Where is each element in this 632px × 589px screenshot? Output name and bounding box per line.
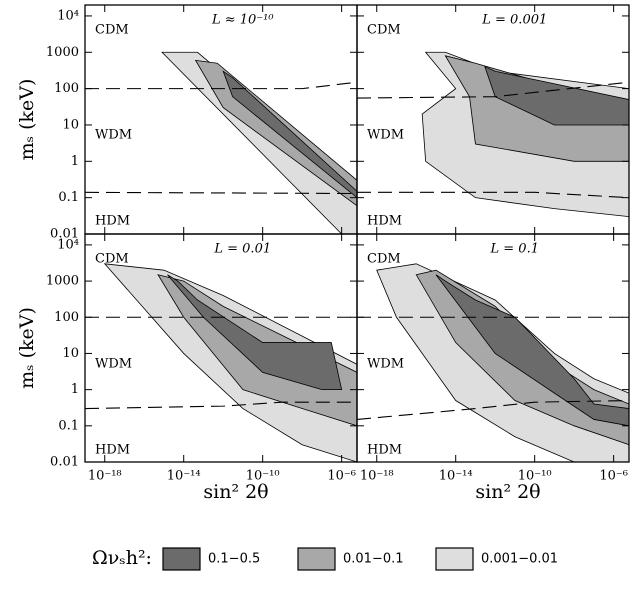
panel-title: L ≈ 10⁻¹⁰ bbox=[211, 13, 274, 28]
panel-frame bbox=[356, 233, 630, 463]
y-tick-label: 1000 bbox=[46, 274, 79, 289]
y-tick-label: 0.1 bbox=[58, 418, 79, 433]
y-tick-label: 0.1 bbox=[58, 190, 79, 205]
x-tick-label: 10⁻¹⁰ bbox=[518, 469, 552, 484]
regime-label: CDM bbox=[95, 23, 129, 38]
regime-label: CDM bbox=[367, 252, 401, 267]
region bbox=[161, 51, 357, 234]
y-tick-label: 10 bbox=[62, 117, 79, 132]
dashed-line bbox=[357, 81, 629, 99]
legend-title: Ωνₛh²: bbox=[92, 547, 152, 569]
y-tick-label: 1 bbox=[71, 154, 79, 169]
regime-label: WDM bbox=[95, 128, 132, 143]
x-tick-label: 10⁻¹⁰ bbox=[246, 469, 280, 484]
x-tick-label: 10⁻¹⁴ bbox=[439, 469, 473, 484]
region bbox=[194, 59, 357, 207]
panel bbox=[85, 51, 357, 234]
regime-label: WDM bbox=[95, 357, 132, 372]
y-axis-label: mₛ (keV) bbox=[16, 79, 38, 161]
x-axis-label: sin² 2θ bbox=[203, 481, 268, 503]
x-axis-label: sin² 2θ bbox=[475, 481, 540, 503]
legend-swatch bbox=[162, 547, 201, 571]
panel bbox=[357, 263, 629, 462]
dashed-line bbox=[357, 399, 629, 420]
panel-title: L = 0.001 bbox=[481, 13, 547, 28]
y-axis-label: mₛ (keV) bbox=[16, 307, 38, 389]
region bbox=[222, 70, 357, 199]
panel-title: L = 0.1 bbox=[490, 242, 539, 257]
regime-label: CDM bbox=[95, 252, 129, 267]
legend-swatch bbox=[435, 547, 474, 571]
regime-label: HDM bbox=[367, 443, 402, 458]
regime-label: HDM bbox=[95, 443, 130, 458]
x-tick-label: 10⁻¹⁸ bbox=[88, 469, 122, 484]
y-tick-label: 100 bbox=[54, 81, 79, 96]
y-tick-label: 10⁴ bbox=[57, 237, 79, 252]
regime-label: HDM bbox=[95, 214, 130, 229]
y-tick-label: 10⁴ bbox=[57, 8, 79, 23]
regime-label: CDM bbox=[367, 23, 401, 38]
x-tick-label: 10⁻¹⁸ bbox=[360, 469, 394, 484]
panel bbox=[357, 51, 629, 218]
x-tick-label: 10⁻¹⁴ bbox=[167, 469, 201, 484]
dashed-line bbox=[85, 191, 357, 195]
legend-label: 0.01−0.1 bbox=[343, 552, 404, 567]
regime-label: HDM bbox=[367, 214, 402, 229]
y-tick-label: 0.01 bbox=[50, 455, 79, 470]
region bbox=[435, 274, 629, 427]
dashed-line bbox=[85, 81, 357, 90]
y-tick-label: 10 bbox=[62, 346, 79, 361]
dashed-line bbox=[357, 191, 629, 199]
legend-swatch bbox=[297, 547, 336, 571]
y-tick-label: 1000 bbox=[46, 45, 79, 60]
region bbox=[167, 274, 343, 391]
legend-label: 0.1−0.5 bbox=[208, 552, 260, 567]
y-tick-label: 0.01 bbox=[50, 227, 79, 242]
legend-label: 0.001−0.01 bbox=[481, 552, 558, 567]
panel-title: L = 0.01 bbox=[213, 242, 271, 257]
dashed-line bbox=[85, 401, 357, 410]
panel bbox=[85, 263, 357, 462]
regime-label: WDM bbox=[367, 357, 404, 372]
y-tick-label: 100 bbox=[54, 310, 79, 325]
y-tick-label: 1 bbox=[71, 382, 79, 397]
regime-label: WDM bbox=[367, 128, 404, 143]
x-tick-label: 10⁻⁶ bbox=[599, 469, 628, 484]
x-tick-label: 10⁻⁶ bbox=[327, 469, 356, 484]
